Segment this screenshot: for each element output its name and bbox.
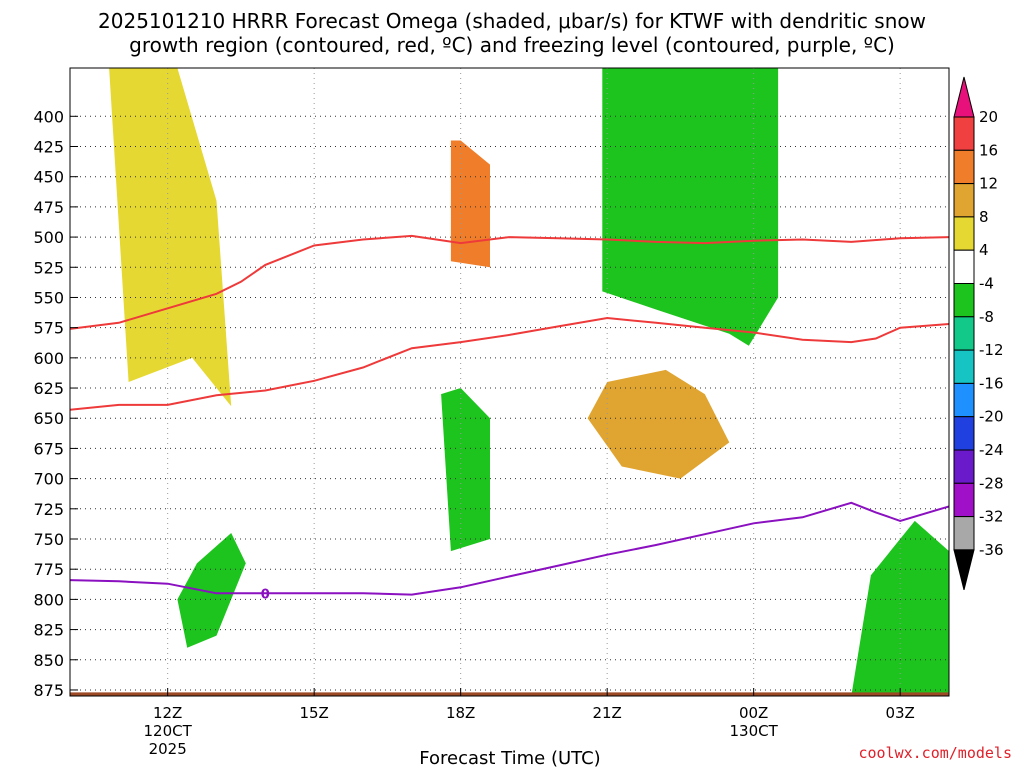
colorbar-label--16: -16 [979, 374, 1004, 392]
y-tick-label-400: 400 [33, 107, 64, 126]
x-tick-label-00Z: 00Z [739, 704, 768, 722]
omega-region-upper-orange-18z [450, 140, 490, 268]
colorbar-label-8: 8 [979, 208, 989, 226]
y-tick-label-675: 675 [33, 439, 64, 458]
terrain-layer [70, 692, 949, 696]
y-tick-label-775: 775 [33, 560, 64, 579]
colorbar-bin-8 [953, 349, 975, 384]
omega-region-surface-green-13z [177, 533, 246, 648]
y-tick-label-475: 475 [33, 198, 64, 217]
y-tick-label-650: 650 [33, 409, 64, 428]
colorbar-label--4: -4 [979, 275, 994, 293]
y-tick-label-750: 750 [33, 530, 64, 549]
x-tick-label-03Z: 03Z [885, 704, 914, 722]
colorbar-bin-3 [953, 183, 975, 218]
omega-region-downdraft-17z-green [441, 388, 490, 552]
y-tick-label-500: 500 [33, 228, 64, 247]
colorbar-label--28: -28 [979, 474, 1004, 492]
x-tick-label-21Z: 21Z [592, 704, 621, 722]
colorbar-label-4: 4 [979, 241, 989, 259]
plot-area: 0 [70, 68, 949, 696]
y-tick-label-725: 725 [33, 500, 64, 519]
colorbar-bin-7 [953, 316, 975, 351]
colorbar-label-12: 12 [979, 175, 998, 193]
chart-title-line-2: growth region (contoured, red, ºC) and f… [129, 33, 895, 57]
contour-line-layer: 0 [70, 234, 949, 602]
x-tick-sublabel-130CT: 130CT [730, 722, 779, 740]
colorbar-label--32: -32 [979, 508, 1004, 526]
colorbar-label--8: -8 [979, 308, 994, 326]
chart-title-line-1: 2025101210 HRRR Forecast Omega (shaded, … [98, 9, 926, 33]
y-tick-label-575: 575 [33, 319, 64, 338]
colorbar-label-16: 16 [979, 141, 998, 159]
colorbar-bin-12 [953, 482, 975, 518]
colorbar-bin-6 [953, 283, 975, 318]
colorbar-bottom-arrow [953, 549, 975, 591]
colorbar-bin-5 [953, 249, 975, 284]
y-tick-label-825: 825 [33, 621, 64, 640]
x-tick-label-18Z: 18Z [446, 704, 475, 722]
colorbar-bin-2 [953, 149, 975, 185]
terrain-surface [70, 692, 949, 696]
freezing-level-line [70, 501, 949, 596]
credit-link[interactable]: coolwx.com/models [858, 744, 1012, 762]
colorbar-label--24: -24 [979, 441, 1004, 459]
colorbar-bin-13 [953, 516, 975, 551]
y-tick-label-425: 425 [33, 138, 64, 157]
colorbar-label-20: 20 [979, 108, 998, 126]
y-tick-label-525: 525 [33, 258, 64, 277]
omega-colorbar: 20 16 12 8 4 -4 -8 -12 -16 -20 -24 -28 -32 -36 [953, 76, 1004, 591]
y-tick-label-550: 550 [33, 288, 64, 307]
dgz-isotherm--18C [70, 316, 949, 411]
colorbar-bin-10 [953, 416, 975, 451]
x-axis-label: Forecast Time (UTC) [419, 748, 600, 768]
colorbar-label--12: -12 [979, 341, 1004, 359]
plot-frame [69, 67, 950, 697]
colorbar-bin-1 [953, 116, 975, 151]
x-tick-sublabel-120CT: 120CT [144, 722, 193, 740]
omega-region-midlevel-orange-22z [587, 369, 730, 479]
y-tick-label-850: 850 [33, 651, 64, 670]
dgz-isotherm--12C [70, 234, 949, 330]
y-tick-label-450: 450 [33, 168, 64, 187]
colorbar-bin-4 [953, 216, 975, 251]
colorbar-label--20: -20 [979, 408, 1004, 426]
y-tick-label-800: 800 [33, 590, 64, 609]
colorbar-bin-11 [953, 449, 975, 484]
x-tick-label-15Z: 15Z [299, 704, 328, 722]
pressure-axis: 400 425 450 475 500 525 550 575 600 625 650 675 700 7… [33, 107, 78, 700]
y-tick-label-700: 700 [33, 470, 64, 489]
x-tick-label-12Z: 12Z [153, 704, 182, 722]
colorbar-label--36: -36 [979, 541, 1004, 559]
colorbar-top-arrow [953, 76, 975, 118]
colorbar-bin-9 [953, 382, 975, 418]
y-tick-label-600: 600 [33, 349, 64, 368]
freezing-level-label: 0 [261, 587, 270, 602]
x-tick-sublabel-2025: 2025 [149, 740, 187, 758]
y-tick-label-875: 875 [33, 681, 64, 700]
y-tick-label-625: 625 [33, 379, 64, 398]
